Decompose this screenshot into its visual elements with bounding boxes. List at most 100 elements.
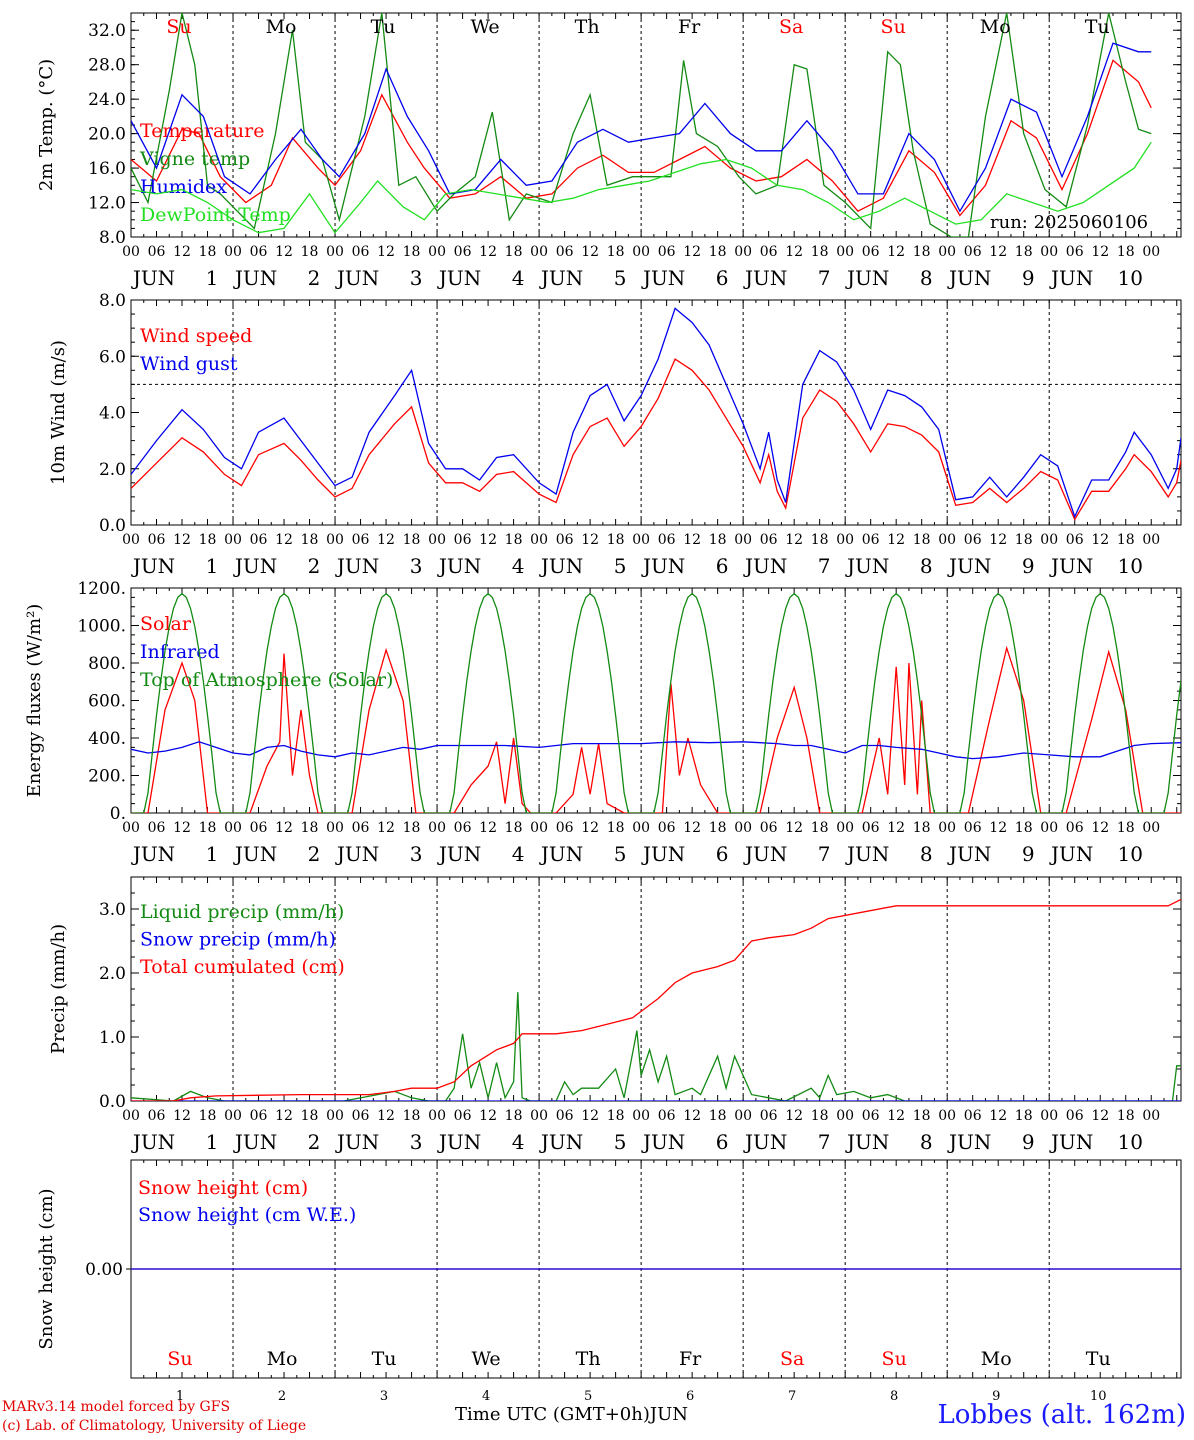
hour-tick-label: 00: [428, 244, 446, 260]
hour-tick-label: 18: [199, 1108, 217, 1124]
hour-tick-label: 00: [1040, 532, 1058, 548]
date-label: 5: [614, 554, 627, 578]
hour-tick-label: 12: [785, 244, 803, 260]
date-label: 4: [482, 1389, 490, 1404]
hour-tick-label: 18: [709, 1108, 727, 1124]
panel-frame: [130, 299, 1182, 526]
hour-tick-label: 00: [530, 1108, 548, 1124]
hour-tick-label: 06: [862, 244, 880, 260]
hour-tick-label: 12: [1091, 1108, 1109, 1124]
panel-2: 0.0 2.0 4.0 6.0 8.0 10m Wind (m/s) Wind speed W…: [48, 291, 1182, 578]
date-label: 5: [614, 842, 627, 866]
hour-tick-label: 00: [122, 1108, 140, 1124]
time-axis-month: JUN: [649, 1404, 689, 1425]
y-tick-label: 1200.: [77, 579, 126, 599]
legend-wind-gust: Wind gust: [140, 353, 238, 375]
hour-tick-label: 06: [250, 532, 268, 548]
hour-tick-label: 00: [428, 1108, 446, 1124]
hour-tick-label: 06: [148, 532, 166, 548]
hour-tick-label: 12: [581, 1108, 599, 1124]
month-label: JUN: [233, 554, 277, 578]
weekday-label: Su: [882, 1348, 907, 1370]
weekday-label: Sa: [779, 16, 803, 38]
hour-tick-label: 12: [581, 532, 599, 548]
weekday-label: Tu: [1086, 1348, 1111, 1370]
date-label: 9: [1022, 266, 1035, 290]
hour-tick-label: 00: [224, 820, 242, 836]
hour-tick-label: 06: [1066, 244, 1084, 260]
weekday-label: Sa: [780, 1348, 804, 1370]
y-tick-label: 16.0: [88, 159, 126, 179]
hour-tick-label: 00: [734, 244, 752, 260]
y-tick-label: 28.0: [88, 56, 126, 76]
y-axis-label: Snow height (cm): [36, 1188, 57, 1349]
hour-tick-label: 12: [1091, 532, 1109, 548]
month-label: JUN: [845, 554, 889, 578]
hour-tick-label: 18: [709, 820, 727, 836]
y-axis-label: Precip (mm/h): [48, 924, 69, 1054]
date-label: 2: [278, 1389, 286, 1404]
month-label: JUN: [131, 842, 175, 866]
date-label: 2: [308, 266, 321, 290]
hour-tick-label: 12: [275, 532, 293, 548]
date-label: 3: [410, 266, 423, 290]
hour-tick-label: 06: [352, 532, 370, 548]
date-label: 8: [890, 1389, 898, 1404]
hour-tick-label: 18: [199, 244, 217, 260]
station-name: Lobbes (alt. 162m): [937, 1400, 1186, 1430]
legend-snow-height-cm-w-e-: Snow height (cm W.E.): [138, 1204, 356, 1226]
date-label: 1: [206, 1130, 219, 1154]
hour-tick-label: 00: [530, 532, 548, 548]
date-label: 5: [584, 1389, 592, 1404]
hour-tick-label: 18: [403, 820, 421, 836]
y-tick-label: 8.0: [99, 228, 126, 248]
hour-tick-label: 12: [173, 1108, 191, 1124]
month-label: JUN: [947, 266, 991, 290]
hour-tick-label: 18: [199, 532, 217, 548]
date-label: 4: [512, 1130, 525, 1154]
y-tick-label: 0.0: [99, 516, 126, 536]
month-label: JUN: [335, 842, 379, 866]
hour-tick-label: 18: [301, 244, 319, 260]
hour-tick-label: 18: [811, 820, 829, 836]
hour-tick-label: 06: [148, 1108, 166, 1124]
hour-tick-label: 18: [403, 1108, 421, 1124]
series-wind-speed: [131, 358, 1181, 521]
month-label: JUN: [437, 554, 481, 578]
run-annotation: run: 2025060106: [990, 212, 1148, 233]
hour-tick-label: 00: [530, 820, 548, 836]
hour-tick-label: 00: [632, 244, 650, 260]
date-label: 1: [176, 1389, 184, 1404]
y-tick-label: 0.: [110, 804, 126, 824]
date-label: 6: [716, 1130, 729, 1154]
y-tick-label: 24.0: [88, 90, 126, 110]
legend-vigne-temp: Vigne temp: [139, 148, 250, 170]
hour-tick-label: 06: [250, 1108, 268, 1124]
hour-tick-label: 00: [734, 1108, 752, 1124]
weekday-label: We: [470, 16, 499, 38]
hour-tick-label: 12: [479, 532, 497, 548]
y-tick-label: 4.0: [99, 404, 126, 424]
hour-tick-label: 12: [377, 532, 395, 548]
date-label: 4: [512, 266, 525, 290]
hour-tick-label: 12: [581, 244, 599, 260]
hour-tick-label: 00: [836, 820, 854, 836]
y-axis-label: 10m Wind (m/s): [48, 340, 69, 485]
hour-tick-label: 06: [862, 820, 880, 836]
hour-tick-label: 06: [454, 1108, 472, 1124]
series-solar: [131, 645, 1181, 813]
date-label: 6: [716, 842, 729, 866]
date-label: 10: [1090, 1389, 1107, 1404]
hour-tick-label: 18: [913, 244, 931, 260]
weekday-label: Fr: [678, 16, 701, 38]
hour-tick-label: 18: [1117, 244, 1135, 260]
legend-wind-speed: Wind speed: [140, 325, 252, 347]
date-label: 4: [512, 554, 525, 578]
hour-tick-label: 18: [913, 820, 931, 836]
month-label: JUN: [743, 842, 787, 866]
y-axis-label: 2m Temp. (°C): [36, 59, 57, 191]
date-label: 10: [1118, 266, 1143, 290]
month-label: JUN: [743, 554, 787, 578]
hour-tick-label: 12: [377, 820, 395, 836]
